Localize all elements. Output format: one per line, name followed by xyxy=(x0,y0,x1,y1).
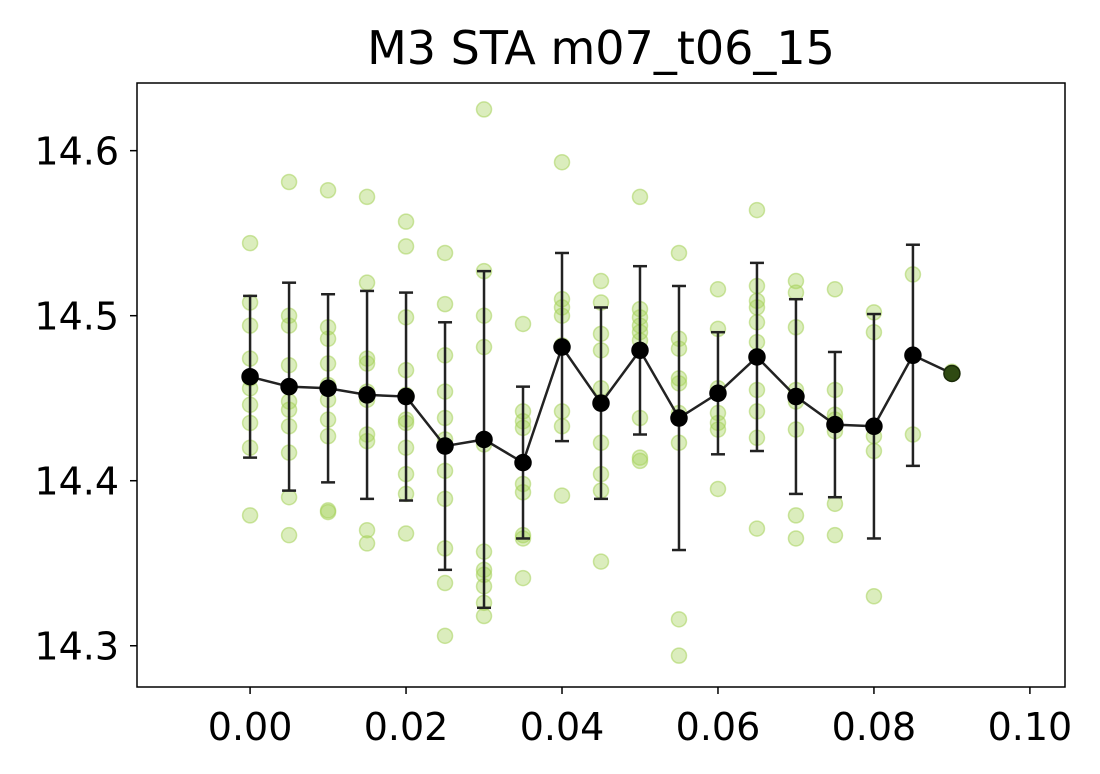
raw-point xyxy=(241,234,259,252)
raw-point xyxy=(592,272,610,290)
mean-point xyxy=(748,348,766,366)
y-tick-label: 14.3 xyxy=(34,625,119,669)
raw-point xyxy=(514,315,532,333)
raw-point xyxy=(631,452,649,470)
y-tick-label: 14.5 xyxy=(34,295,119,339)
x-tick-label: 0.08 xyxy=(832,705,917,749)
mean-point xyxy=(631,341,649,360)
raw-point xyxy=(787,530,805,547)
raw-point xyxy=(787,272,805,290)
mean-point xyxy=(670,409,688,427)
mean-point xyxy=(904,346,922,365)
raw-point xyxy=(280,488,298,506)
raw-point xyxy=(358,521,376,539)
mean-points xyxy=(241,338,961,472)
mean-point xyxy=(826,415,844,434)
mean-point xyxy=(319,379,337,398)
x-tick-label: 0.00 xyxy=(208,705,293,749)
plot-frame xyxy=(136,82,1066,688)
mean-point xyxy=(397,387,415,406)
raw-point xyxy=(319,503,337,521)
raw-point xyxy=(436,244,454,262)
raw-point xyxy=(670,244,688,262)
raw-point xyxy=(397,238,415,255)
raw-point xyxy=(787,507,805,524)
raw-point xyxy=(241,507,259,524)
raw-point xyxy=(436,574,454,592)
raw-point xyxy=(553,153,571,171)
raw-point xyxy=(436,627,454,645)
raw-point xyxy=(748,201,766,219)
mean-point xyxy=(280,377,298,396)
raw-point xyxy=(709,281,727,298)
raw-point xyxy=(358,188,376,206)
y-tick-label: 14.4 xyxy=(34,460,119,504)
raw-point xyxy=(280,526,298,544)
raw-point xyxy=(670,647,688,664)
raw-point xyxy=(553,487,571,504)
raw-point xyxy=(748,520,766,537)
mean-point xyxy=(358,386,376,404)
raw-point xyxy=(826,526,844,544)
raw-point xyxy=(709,480,727,498)
raw-point xyxy=(514,569,532,587)
raw-point xyxy=(826,495,844,513)
raw-point xyxy=(787,284,805,301)
raw-point xyxy=(397,525,415,542)
raw-point xyxy=(319,182,337,199)
mean-point xyxy=(553,338,571,356)
mean-point xyxy=(241,367,259,386)
mean-point xyxy=(943,364,961,383)
mean-point xyxy=(436,437,454,455)
chart-title: M3 STA m07_t06_15 xyxy=(367,21,835,75)
raw-point xyxy=(826,281,844,298)
raw-point xyxy=(397,213,415,230)
raw-point xyxy=(475,101,493,118)
raw-point xyxy=(358,535,376,552)
x-tick-label: 0.06 xyxy=(676,705,761,749)
x-tick-label: 0.02 xyxy=(364,705,449,749)
raw-point xyxy=(280,173,298,191)
y-tick-label: 14.6 xyxy=(34,130,119,174)
error-bars xyxy=(243,243,920,610)
raw-point xyxy=(631,188,649,206)
mean-point xyxy=(787,387,805,406)
x-tick-label: 0.04 xyxy=(520,705,605,749)
raw-point xyxy=(592,553,610,570)
raw-point xyxy=(475,607,493,625)
mean-point xyxy=(475,430,493,449)
mean-point xyxy=(592,394,610,412)
raw-point xyxy=(670,611,688,628)
raw-point xyxy=(865,587,883,605)
raw-point xyxy=(436,295,454,313)
axes: 0.00 0.02 0.04 0.06 0.08 0.10 14.3 14.4 14.5 14.6 xyxy=(34,82,1073,749)
mean-point xyxy=(514,453,532,472)
mean-point xyxy=(709,384,727,403)
x-tick-label: 0.10 xyxy=(988,705,1073,749)
raw-point xyxy=(358,274,376,291)
mean-point xyxy=(865,417,883,436)
